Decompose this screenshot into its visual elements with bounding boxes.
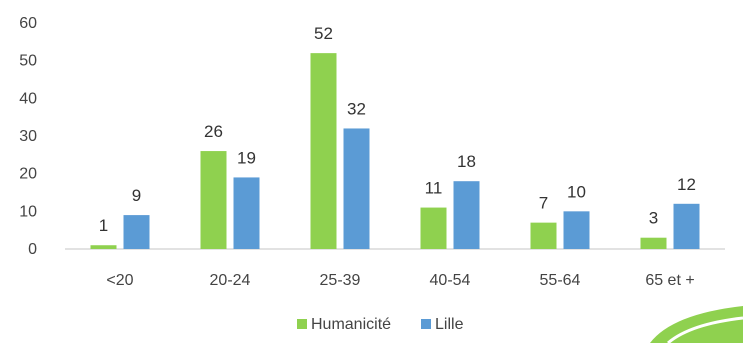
bar — [343, 128, 370, 249]
bar — [420, 207, 447, 249]
y-tick-label: 50 — [19, 53, 37, 70]
data-label: 9 — [132, 186, 141, 205]
y-tick-label: 60 — [19, 15, 37, 32]
bar — [563, 211, 590, 249]
y-tick-label: 30 — [19, 128, 37, 145]
data-label: 19 — [237, 148, 256, 167]
x-tick-label: 40-54 — [430, 272, 471, 289]
x-tick-label: 20-24 — [210, 272, 251, 289]
decorative-curve — [667, 316, 743, 343]
y-tick-label: 10 — [19, 203, 37, 220]
bar — [530, 222, 557, 249]
bar — [673, 203, 700, 249]
y-tick-label: 40 — [19, 90, 37, 107]
bar — [640, 237, 667, 249]
decorative-shape — [650, 306, 743, 343]
bar — [233, 177, 260, 249]
x-tick-label: 65 et + — [645, 272, 694, 289]
data-label: 3 — [649, 209, 658, 228]
legend-swatch — [297, 319, 307, 329]
bar — [123, 215, 150, 249]
legend-swatch — [421, 319, 431, 329]
data-label: 18 — [457, 152, 476, 171]
y-tick-label: 0 — [28, 241, 37, 258]
bar — [90, 245, 117, 249]
bar — [310, 53, 337, 250]
bar — [453, 181, 480, 249]
legend: Humanicité Lille — [297, 316, 464, 333]
bar — [200, 151, 227, 249]
data-label: 7 — [539, 194, 548, 213]
data-label: 1 — [99, 216, 108, 235]
y-axis: 0 10 20 30 40 50 60 — [19, 15, 37, 258]
data-label: 10 — [567, 182, 586, 201]
data-label: 12 — [677, 175, 696, 194]
x-axis: <20 20-24 25-39 40-54 55-64 65 et + — [106, 272, 694, 289]
data-label: 32 — [347, 99, 366, 118]
x-tick-label: 55-64 — [540, 272, 581, 289]
x-tick-label: 25-39 — [320, 272, 361, 289]
data-label: 26 — [204, 122, 223, 141]
corner-decoration — [650, 306, 743, 343]
data-label: 11 — [425, 179, 443, 198]
y-tick-label: 20 — [19, 166, 37, 183]
legend-label: Humanicité — [311, 316, 391, 333]
data-label: 52 — [314, 24, 333, 43]
x-tick-label: <20 — [106, 272, 133, 289]
bars — [90, 53, 700, 250]
legend-label: Lille — [435, 316, 464, 333]
